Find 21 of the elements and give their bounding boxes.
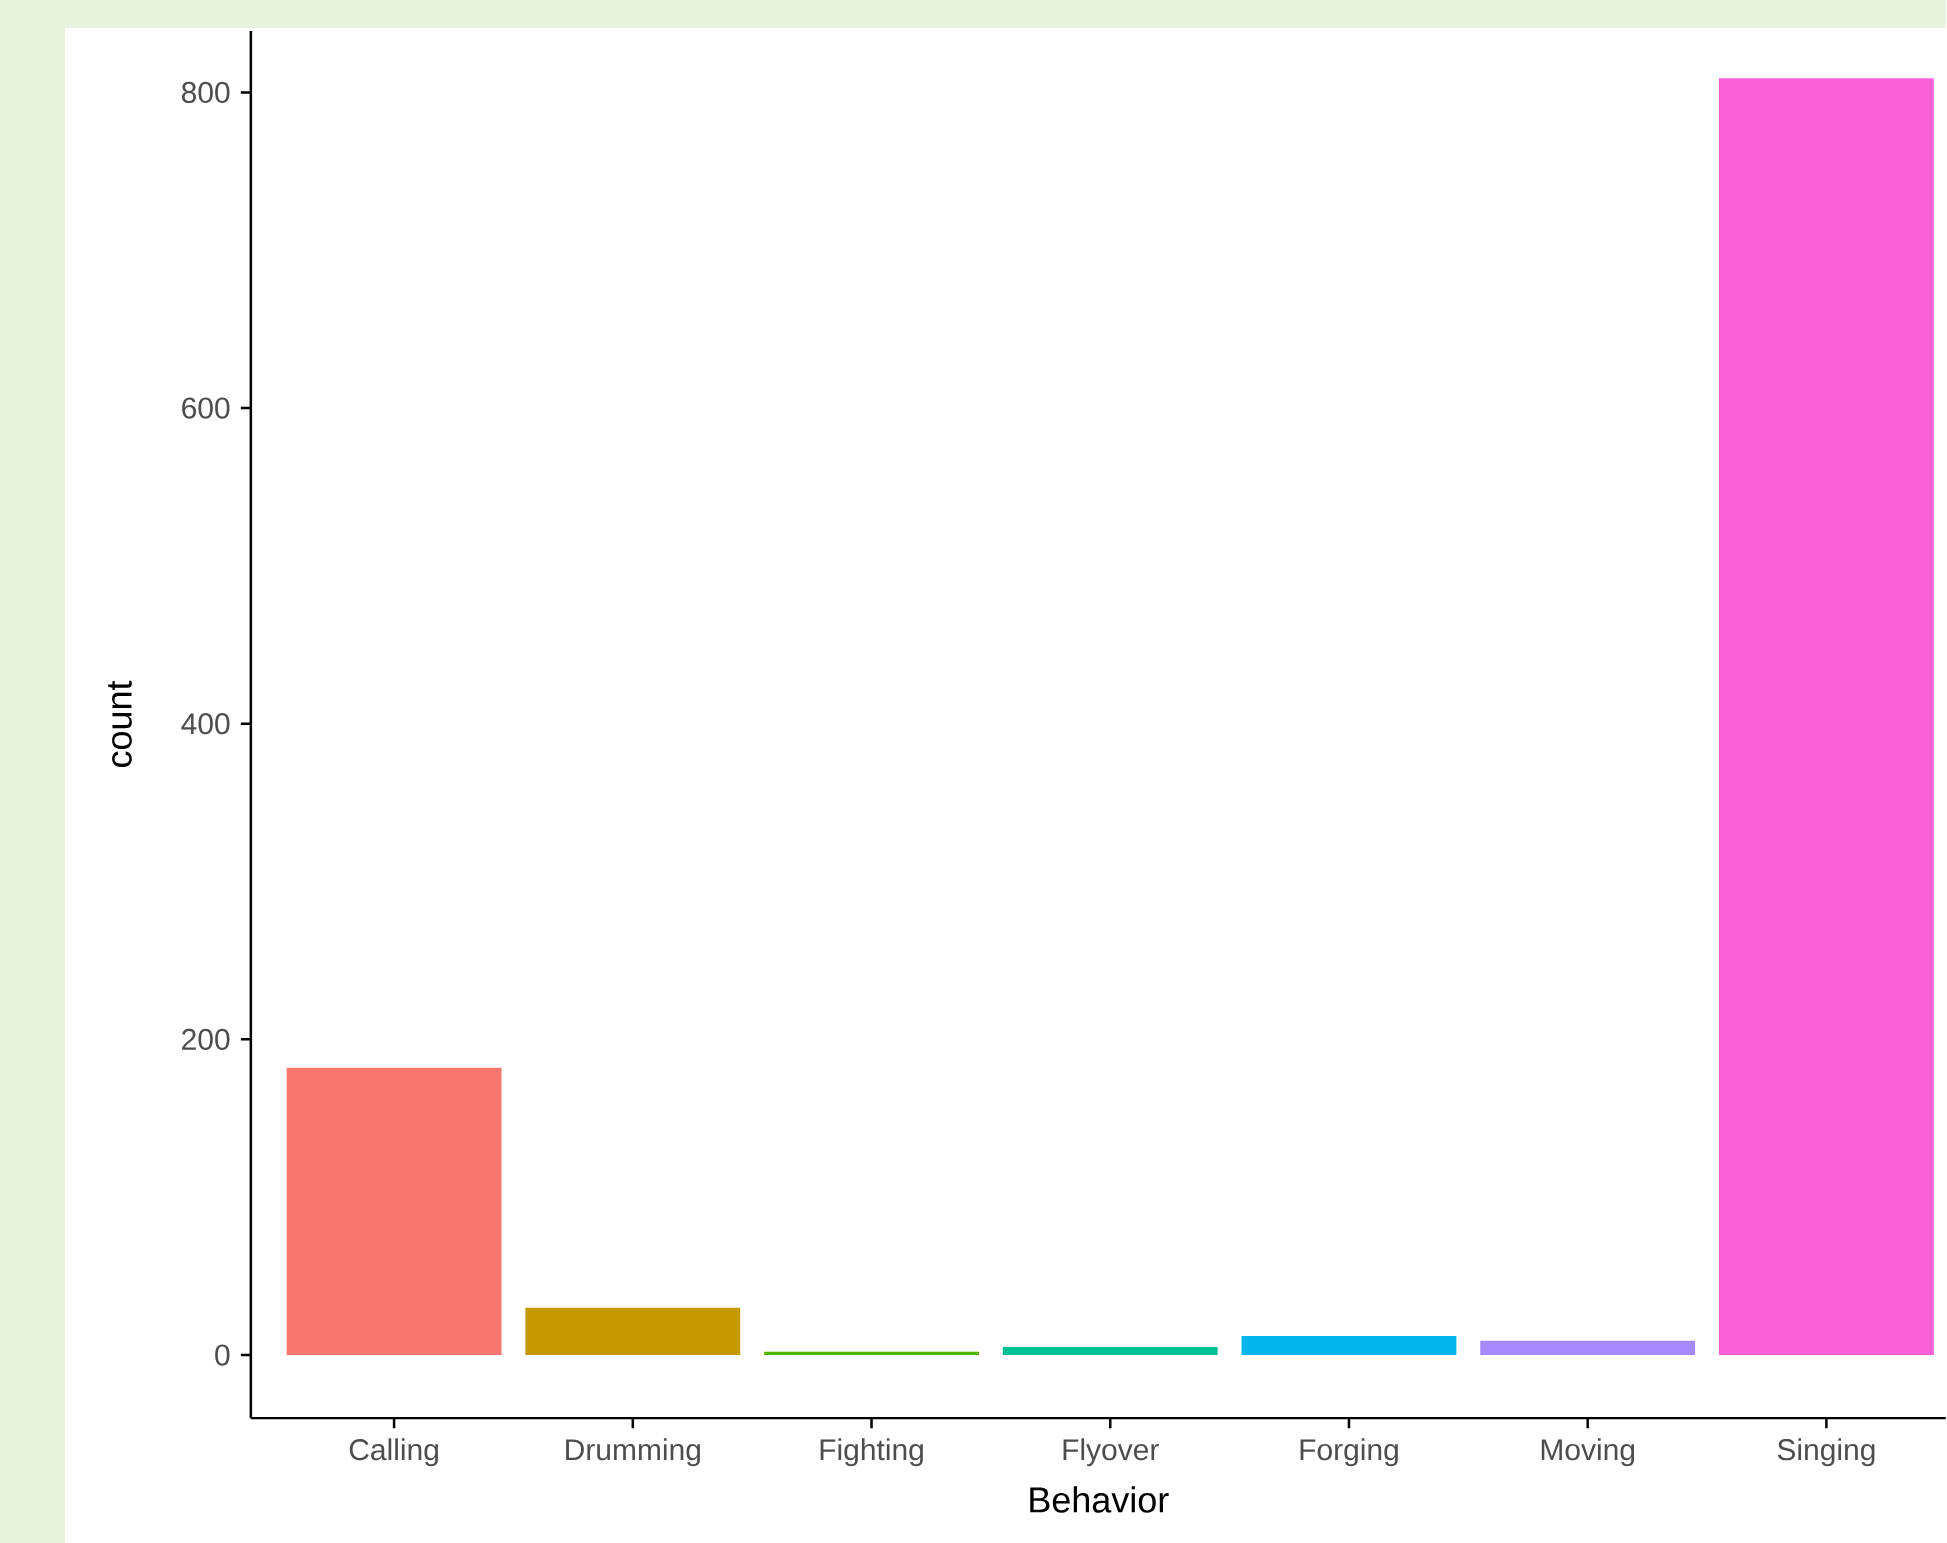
y-axis-title: count [108,680,132,767]
x-tick-label: Drumming [566,1438,700,1467]
bar [764,1351,979,1355]
bar [1480,1340,1696,1355]
y-tick-label: 0 [215,1344,230,1366]
bar [286,1067,502,1355]
y-tick-label: 200 [182,1028,230,1050]
x-tick-label: Flyover [1063,1438,1159,1467]
bar [525,1307,741,1355]
y-tick-label: 400 [181,713,230,735]
x-tick-label: Singing [1777,1438,1875,1467]
x-tick-label: Fighting [820,1438,923,1467]
y-tick-label: 600 [182,397,230,419]
x-tick-label: Moving [1541,1438,1635,1467]
x-axis-title: Behavior [1030,1486,1169,1513]
x-tick-label: Calling [349,1438,438,1467]
x-tick-label: Forging [1300,1438,1398,1467]
bar [1718,78,1934,1355]
bar [1002,1347,1218,1355]
y-tick-label: 800 [181,81,230,104]
bar [1241,1336,1457,1355]
